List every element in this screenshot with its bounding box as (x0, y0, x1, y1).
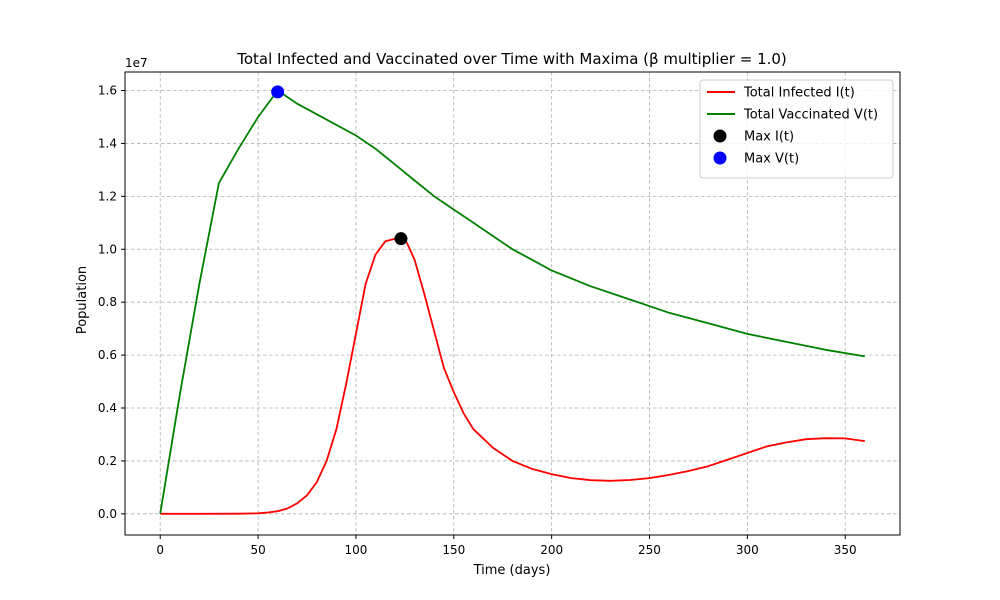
max-marker-3 (271, 85, 285, 99)
series-line-1 (159, 89, 865, 514)
y-tick-label: 0.0 (98, 507, 117, 521)
y-axis-label: Population (75, 266, 90, 334)
x-axis-label: Time (days) (473, 563, 551, 578)
legend-swatch-marker (713, 151, 727, 165)
legend-swatch-marker (713, 129, 727, 143)
y-tick-label: 0.2 (98, 454, 117, 468)
x-tick-label: 300 (736, 543, 759, 557)
x-tick-label: 350 (834, 543, 857, 557)
y-tick-label: 0.8 (98, 295, 117, 309)
plot-series (159, 85, 865, 515)
x-tick-label: 250 (638, 543, 661, 557)
x-tick-label: 50 (250, 543, 265, 557)
x-tick-label: 200 (540, 543, 563, 557)
y-tick-label: 1.6 (98, 84, 117, 98)
x-tick-label: 0 (156, 543, 164, 557)
legend-label: Max V(t) (744, 152, 799, 167)
x-tick-label: 100 (344, 543, 367, 557)
legend-box (699, 79, 894, 179)
grid-lines (125, 72, 900, 535)
legend-label: Max I(t) (744, 130, 794, 145)
axes-frame (124, 71, 901, 536)
max-marker-2 (394, 232, 408, 246)
y-tick-label: 0.6 (98, 348, 117, 362)
x-tick-label: 150 (442, 543, 465, 557)
y-axis-multiplier: 1e7 (125, 56, 148, 70)
legend-label: Total Infected I(t) (743, 86, 855, 101)
chart-title: Total Infected and Vaccinated over Time … (236, 50, 787, 68)
y-tick-label: 1.0 (98, 242, 117, 256)
legend-label: Total Vaccinated V(t) (743, 108, 878, 123)
y-tick-label: 1.4 (98, 136, 117, 150)
legend: Total Infected I(t) Total Vaccinated V(t)… (699, 79, 894, 179)
y-tick-label: 1.2 (98, 189, 117, 203)
series-line-0 (160, 237, 865, 515)
axis-ticks: 0 50 100 150 200 250 300 350 0.0 0.2 0.4 0.6 0.8 1.0 1… (98, 84, 857, 557)
y-tick-label: 0.4 (98, 401, 117, 415)
